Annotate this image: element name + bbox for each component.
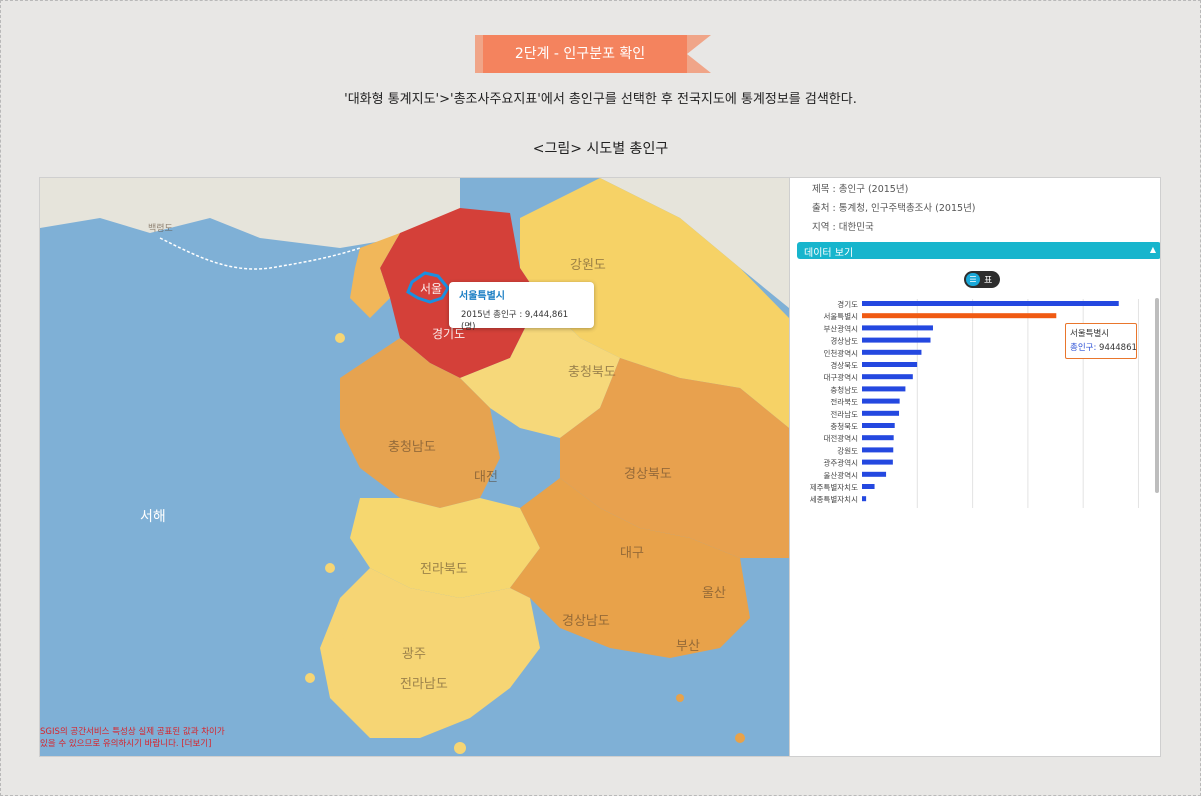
map-label-gyeongnam: 경상남도 [562,614,610,629]
map-label-seoul: 서울 [420,282,443,296]
chart-bar[interactable] [862,337,931,343]
meta-region: 지역 : 대한민국 [812,222,874,233]
map-notice-line2: 있을 수 있으므로 유의하시기 바랍니다. [더보기] [40,739,212,749]
map-label-west-sea: 서해 [140,509,166,525]
chart-bar[interactable] [862,423,895,428]
chart-category-label: 강원도 [837,445,858,455]
chart-category-label: 전라남도 [830,409,858,419]
step-banner-shape [475,35,711,73]
map-tooltip-title: 서울특별시 [459,291,505,302]
korea-choropleth-map[interactable] [40,178,789,757]
chart-category-label: 인천광역시 [824,348,859,358]
chart-bar[interactable] [862,398,900,404]
chart-bar[interactable] [862,301,1119,306]
chart-category-label: 전라북도 [830,397,858,407]
chart-bar[interactable] [862,447,894,453]
chart-bar[interactable] [862,435,894,441]
map-label-daejeon: 대전 [474,470,498,485]
chart-bar[interactable] [862,496,867,502]
chart-bar[interactable] [862,325,933,331]
instruction-text: '대화형 통계지도'>'총조사주요지표'에서 총인구를 선택한 후 전국지도에 … [344,92,857,107]
map-label-gyeongbuk: 경상북도 [624,467,672,482]
map-notice-line1: SGIS의 공간서비스 특성상 실제 공표된 값과 차이가 [40,727,225,737]
chart-tooltip-value: 9444861 [1099,343,1137,353]
chart-bar[interactable] [862,374,913,380]
map-label-baengnyeong: 백령도 [148,224,173,234]
step-label: 2단계 - 인구분포 확인 [514,46,646,62]
sgis-panel: 백령도 서해 강원도 경기도 서울 충청북도 충청남도 경상북도 전라북도 경상… [39,177,1161,757]
chart-category-label: 울산광역시 [824,470,859,480]
chart-bar[interactable] [862,362,918,367]
figure-caption: <그림> 시도별 총인구 [532,141,669,157]
data-side-panel: 제목 : 총인구 (2015년) 출처 : 통계청, 인구주택총조사 (2015… [789,178,1160,756]
map-label-jeonnam: 전라남도 [400,677,448,692]
chart-bar[interactable] [862,459,893,465]
list-icon[interactable]: ☰ [966,273,980,286]
chart-category-label: 서울특별시 [824,311,859,321]
chart-bar[interactable] [862,471,887,477]
chart-bar[interactable] [862,349,922,355]
data-view-header[interactable]: 데이터 보기 ▲ [797,242,1160,259]
chart-category-label: 제주특별자치도 [810,482,858,492]
chart-category-label: 대구광역시 [824,372,859,382]
map-tooltip-value: 2015년 총인구 : 9,444,861 (명) [461,310,569,332]
data-view-label: 데이터 보기 [804,248,854,259]
chart-category-label: 충청북도 [830,422,858,431]
map-label-jeonbuk: 전라북도 [420,562,468,577]
chart-category-label: 경상남도 [830,336,858,346]
map-label-gangwon: 강원도 [570,258,606,273]
map-label-chungnam: 충청남도 [388,440,436,455]
chart-category-label: 경기도 [837,299,858,309]
view-toggle[interactable]: ☰ 표 [964,271,1000,288]
collapse-arrow-icon[interactable]: ▲ [1149,245,1156,254]
chart-tooltip-line: 총인구: 9444861 [1070,341,1137,353]
map-label-daegu: 대구 [620,546,644,561]
chart-tooltip-title: 서울특별시 [1070,329,1110,339]
meta-title: 제목 : 총인구 (2015년) [812,184,909,195]
chart-bar[interactable] [862,410,900,416]
chart-category-label: 대전광역시 [824,433,859,443]
map-label-ulsan: 울산 [702,586,726,601]
step-banner: 2단계 - 인구분포 확인 [475,35,711,73]
map-tooltip: 서울특별시 2015년 총인구 : 9,444,861 (명) [449,282,594,332]
chart-category-label: 광주광역시 [824,458,859,468]
map-label-gwangju: 광주 [402,647,426,662]
chart-scrollbar[interactable] [1155,298,1159,493]
table-toggle-label[interactable]: 표 [984,276,993,286]
chart-bar[interactable] [862,386,906,392]
map-label-busan: 부산 [676,639,700,654]
map-label-chungbuk: 충청북도 [568,365,616,380]
map-view[interactable]: 백령도 서해 강원도 경기도 서울 충청북도 충청남도 경상북도 전라북도 경상… [40,178,789,757]
chart-category-label: 세종특별자치시 [810,494,858,504]
map-label-gyeonggi: 경기도 [432,327,466,341]
chart-category-label: 부산광역시 [824,323,859,333]
chart-bar[interactable] [862,313,1057,319]
chart-bar[interactable] [862,484,875,489]
map-notice[interactable]: SGIS의 공간서비스 특성상 실제 공표된 값과 차이가 있을 수 있으므로 … [40,726,280,750]
chart-tooltip: 서울특별시 총인구: 9444861 [1065,323,1137,359]
chart-tooltip-key: 총인구: [1070,343,1097,353]
chart-category-label: 충청남도 [830,385,858,394]
chart-category-label: 경상북도 [830,360,858,370]
meta-source: 출처 : 통계청, 인구주택총조사 (2015년) [812,203,976,214]
